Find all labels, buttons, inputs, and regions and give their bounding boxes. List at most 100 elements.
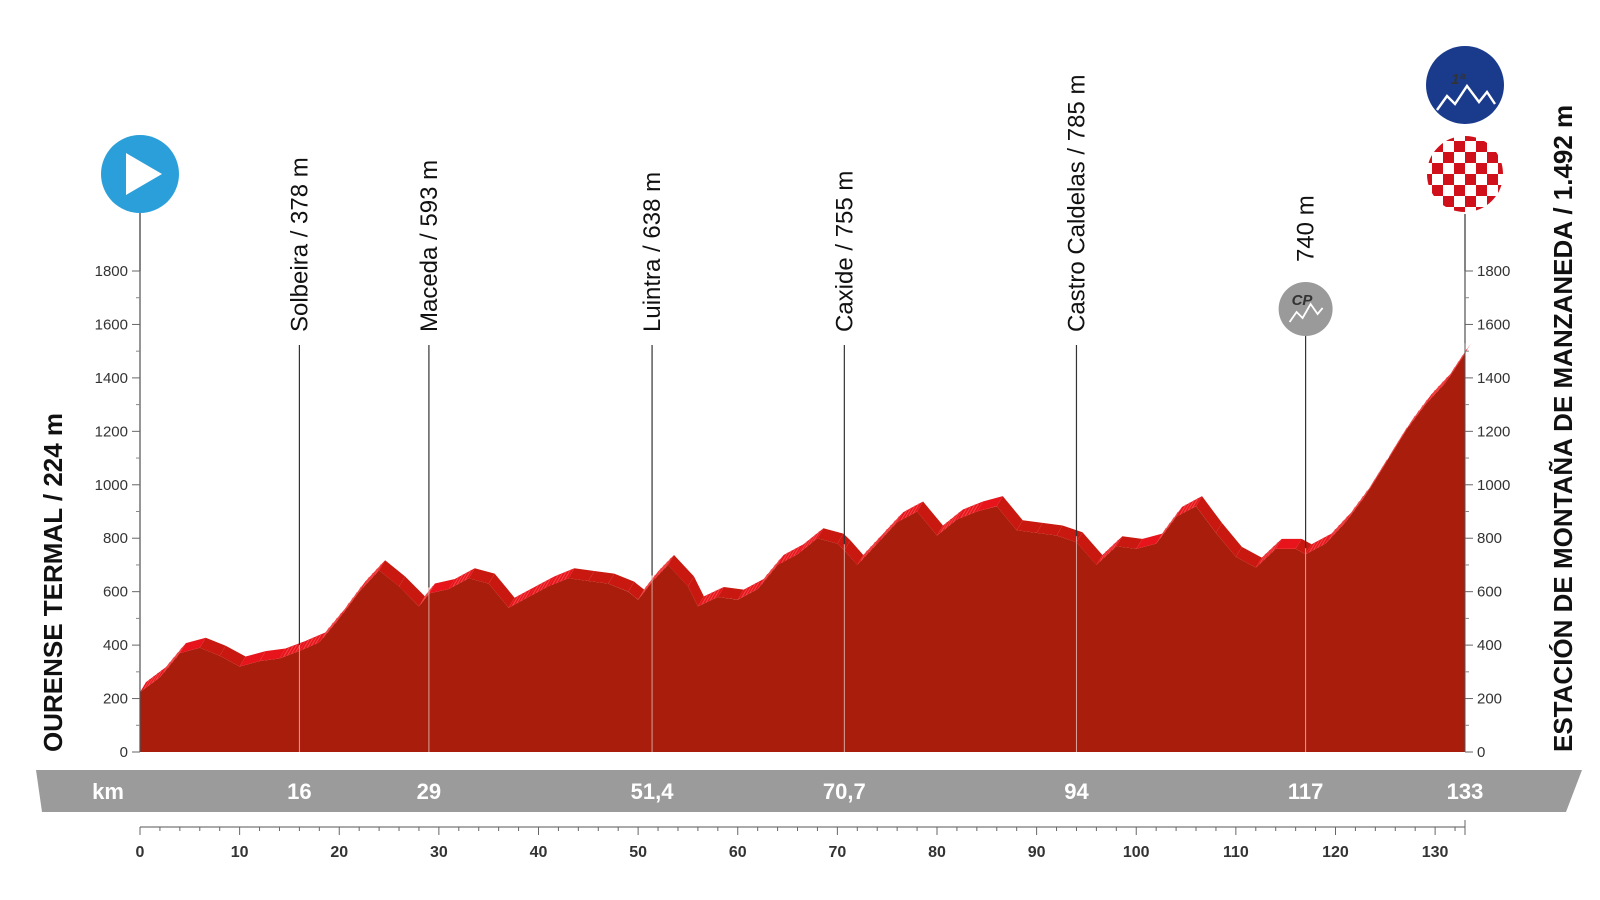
sprint-icon [1278, 282, 1333, 336]
slope-highlight [668, 554, 694, 587]
y-tick-label-left: 1600 [95, 316, 128, 333]
x-tick-label: 80 [928, 844, 946, 861]
slope-hatch [753, 580, 761, 592]
slope-highlight [697, 587, 724, 607]
slope-hatch [426, 585, 434, 597]
slope-highlight [917, 501, 943, 536]
slope-hatch [1428, 390, 1436, 401]
slope-hatch [350, 592, 358, 603]
slope-hatch [801, 540, 808, 552]
slope-hatch [1179, 504, 1187, 515]
slope-hatch [868, 541, 876, 553]
x-tick-label: 70 [828, 844, 846, 861]
waypoint-label: Solbeira / 378 m [286, 157, 313, 332]
slope-hatch [1171, 511, 1179, 523]
slope-hatch [334, 612, 342, 624]
y-tick-label-left: 0 [120, 744, 128, 761]
km-band-bar [36, 770, 1582, 812]
slope-hatch [1103, 547, 1111, 558]
slope-hatch [654, 567, 662, 579]
slope-highlight [1215, 522, 1242, 557]
slope-hatch [1309, 541, 1317, 553]
waypoint-label: Castro Caldelas / 785 m [1063, 75, 1090, 332]
slope-hatch [366, 572, 374, 584]
slope-highlight [1076, 532, 1103, 565]
slope-hatch [749, 583, 757, 594]
slope-hatch [536, 582, 543, 593]
slope-hatch [1271, 542, 1279, 553]
finish-checker-square [1454, 185, 1465, 196]
slope-hatch [741, 587, 749, 598]
y-tick-label-right: 400 [1477, 637, 1502, 654]
slope-hatch [290, 643, 298, 655]
slope-hatch [1432, 385, 1440, 397]
slope-hatch [306, 637, 314, 648]
slope-hatch [1321, 535, 1328, 546]
slope-hatch [1167, 517, 1175, 528]
finish-checker-square [1465, 152, 1476, 163]
slope-highlight [548, 568, 575, 587]
elevation-profile [140, 343, 1471, 752]
slope-highlight [1196, 496, 1222, 533]
y-tick-label-right: 800 [1477, 530, 1502, 547]
y-tick-label-left: 1400 [95, 370, 128, 387]
slope-hatch [552, 574, 559, 585]
slope-hatch [310, 635, 318, 647]
km-band: km 16 29 51,4 70,7 94 117 133 [36, 770, 1582, 812]
y-tick-label-right: 200 [1477, 691, 1502, 708]
slope-hatch [520, 591, 527, 602]
finish-checker-square [1454, 207, 1465, 213]
slope-hatch [1349, 506, 1356, 518]
slope-highlight [588, 570, 615, 584]
slope-hatch [147, 675, 155, 687]
slope-highlight [897, 501, 924, 523]
finish-checker-square [1426, 135, 1432, 141]
slope-hatch [940, 522, 948, 533]
slope-hatch [860, 550, 868, 561]
slope-hatch [171, 652, 179, 664]
slope-hatch [326, 622, 334, 634]
slope-hatch [1313, 539, 1321, 551]
x-tick-label: 20 [330, 844, 348, 861]
slope-highlight [1116, 536, 1143, 549]
finish-flag-ring [1425, 134, 1505, 214]
slope-hatch [884, 524, 892, 536]
slope-highlight [976, 496, 1003, 512]
sprint-icon-text: CP [1292, 292, 1314, 309]
slope-hatch [294, 642, 302, 653]
slope-highlight [428, 578, 455, 594]
slope-hatch [745, 585, 753, 596]
slope-hatch [1337, 520, 1344, 531]
slope-hatch [661, 561, 669, 572]
slope-hatch [354, 586, 362, 598]
slope-hatch [1107, 543, 1115, 554]
slope-hatch [342, 602, 350, 614]
slope-hatch [813, 531, 820, 542]
y-tick-label-left: 1200 [95, 423, 128, 440]
slope-hatch [302, 639, 310, 650]
finish-checker-square [1498, 207, 1504, 213]
slope-highlight [568, 568, 595, 581]
slope-hatch [559, 571, 567, 582]
slope-hatch [888, 520, 896, 531]
slope-hatch [167, 657, 175, 668]
y-tick-label-left: 600 [103, 584, 128, 601]
slope-hatch [155, 669, 163, 681]
slope-hatch [1341, 516, 1348, 527]
slope-hatch [362, 577, 370, 588]
slope-hatch [1329, 529, 1336, 540]
slope-hatch [912, 503, 920, 514]
slope-hatch [287, 645, 294, 656]
y-tick-label-right: 1000 [1477, 477, 1510, 494]
km-band-mark: 94 [1064, 779, 1089, 804]
finish-checkered-icon [1426, 135, 1504, 213]
slope-hatch [900, 509, 908, 521]
slope-hatch [864, 546, 872, 557]
climb-category-text: 1ª [1451, 71, 1465, 88]
slope-hatch [701, 594, 709, 605]
slope-highlight [687, 576, 704, 607]
slope-hatch [781, 552, 789, 564]
y-tick-label-left: 200 [103, 691, 128, 708]
